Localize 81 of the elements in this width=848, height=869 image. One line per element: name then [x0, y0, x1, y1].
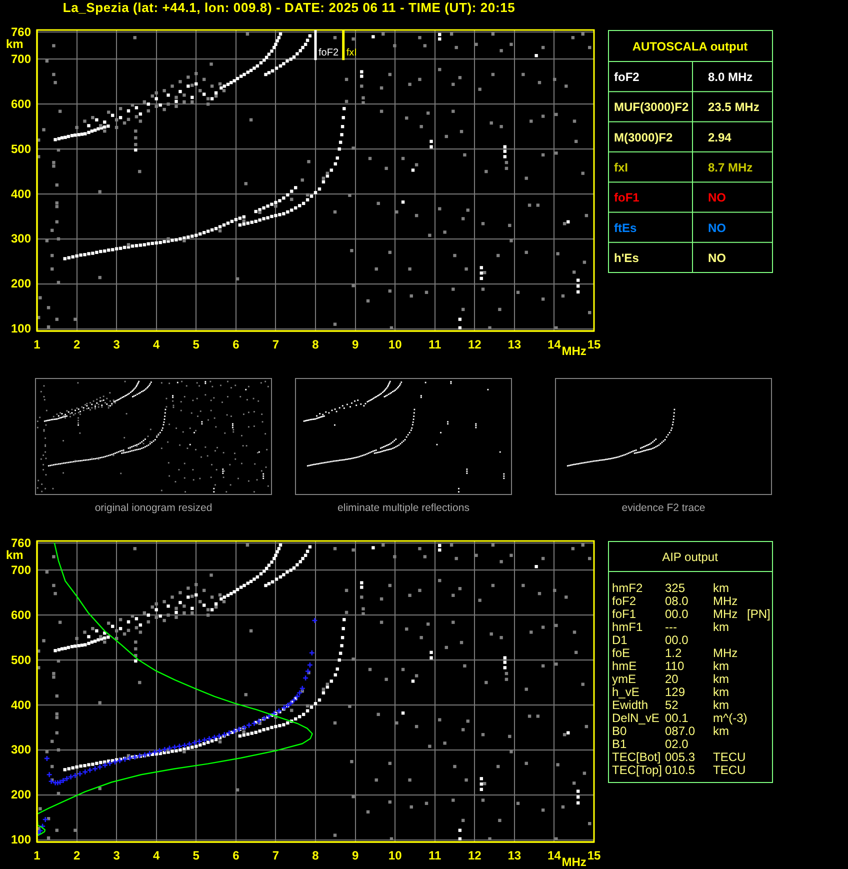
x-tick-label: 10 — [388, 338, 402, 352]
text: ymE 20 km — [612, 672, 729, 686]
y-tick-label: 200 — [10, 788, 32, 802]
x-tick-label: 9 — [352, 848, 359, 863]
y-tick-label: 500 — [10, 652, 32, 667]
text: hmF2 325 km — [612, 581, 729, 595]
x-tick-label: 7 — [272, 848, 280, 863]
x-tick-label: 11 — [428, 848, 442, 863]
x-tick-label: 14 — [548, 338, 562, 352]
text: h_vE 129 km — [612, 685, 729, 699]
text: Ewidth 52 km — [612, 698, 729, 712]
x-tick-label: 13 — [508, 338, 522, 352]
x-tick-label: 4 — [153, 338, 160, 352]
text: foF2 08.0 MHz — [612, 594, 738, 608]
text: fxI 8.7 MHz — [614, 160, 753, 174]
x-tick-label: 5 — [192, 848, 200, 863]
y-axis-title: km — [6, 548, 24, 562]
y-axis-title: km — [6, 37, 24, 52]
ref-line-label: foF2 — [318, 48, 339, 59]
text: B1 02.0 — [612, 737, 688, 751]
y-tick-label: 100 — [10, 832, 32, 847]
y-tick-label: 400 — [10, 698, 32, 712]
text: foF1 00.0 MHz [PN] — [612, 607, 770, 621]
text: foF2 8.0 MHz — [614, 70, 753, 84]
x-tick-label: 12 — [468, 848, 482, 863]
y-tick-label: 200 — [10, 276, 32, 291]
y-tick-label: 600 — [10, 96, 32, 111]
text: hmF1 --- km — [612, 620, 729, 634]
x-tick-label: 2 — [73, 338, 80, 352]
x-tick-label: 4 — [153, 848, 160, 863]
y-tick-label: 600 — [10, 608, 32, 622]
x-tick-label: 13 — [508, 848, 522, 863]
x-axis-title: MHz — [562, 855, 586, 869]
text: foF1 NO — [614, 190, 726, 205]
text: MUF(3000)F2 23.5 MHz — [614, 100, 760, 114]
x-tick-label: 1 — [34, 338, 41, 352]
text: eliminate multiple reflections — [338, 502, 470, 514]
x-tick-label: 15 — [587, 338, 601, 352]
text: ftEs NO — [614, 220, 726, 235]
y-tick-label: 400 — [10, 186, 32, 201]
x-tick-label: 5 — [192, 338, 200, 352]
text: AUTOSCALA output — [632, 40, 748, 54]
text: TEC[Bot] 005.3 TECU — [612, 750, 746, 764]
text: B0 087.0 km — [612, 724, 729, 738]
text: foE 1.2 MHz — [612, 646, 738, 660]
line-series — [36, 542, 313, 836]
y-tick-label: 100 — [10, 322, 32, 336]
x-tick-label: 15 — [587, 848, 601, 863]
x-tick-label: 8 — [312, 848, 320, 863]
y-tick-label: 760 — [10, 25, 32, 40]
x-tick-label: 1 — [34, 848, 41, 863]
y-tick-label: 700 — [10, 52, 32, 66]
y-tick-label: 700 — [10, 563, 32, 578]
text: M(3000)F2 2.94 — [614, 130, 732, 144]
x-tick-label: 12 — [468, 338, 482, 352]
x-tick-label: 8 — [312, 338, 320, 352]
text: evidence F2 trace — [622, 502, 706, 514]
text: h'Es NO — [614, 250, 726, 265]
y-tick-label: 300 — [10, 232, 32, 246]
ref-line-label: fxI — [346, 48, 357, 59]
x-tick-label: 14 — [548, 848, 562, 863]
y-tick-label: 500 — [10, 142, 32, 156]
text: TEC[Top] 010.5 TECU — [612, 763, 746, 777]
y-tick-label: 300 — [10, 742, 32, 757]
text: original ionogram resized — [94, 502, 212, 514]
x-tick-label: 3 — [113, 338, 120, 352]
text: hmE 110 km — [612, 659, 729, 673]
x-tick-label: 7 — [272, 338, 280, 352]
x-tick-label: 10 — [388, 848, 402, 863]
chart-title: La_Spezia (lat: +44.1, lon: 009.8) - DATE: 2025 06 11 - TIME (UT): 20:15 — [62, 0, 516, 15]
y-tick-label: 760 — [10, 536, 32, 550]
text: D1 00.0 — [612, 633, 688, 647]
x-tick-label: 3 — [113, 848, 120, 863]
x-tick-label: 9 — [352, 338, 359, 352]
x-tick-label: 6 — [232, 338, 240, 352]
x-tick-label: 2 — [73, 848, 80, 863]
text: DelN_vE 00.1 m^(-3) — [612, 711, 748, 725]
x-tick-label: 6 — [232, 848, 240, 863]
text: AIP output — [662, 550, 719, 564]
x-axis-title: MHz — [562, 344, 586, 358]
x-tick-label: 11 — [428, 338, 442, 352]
